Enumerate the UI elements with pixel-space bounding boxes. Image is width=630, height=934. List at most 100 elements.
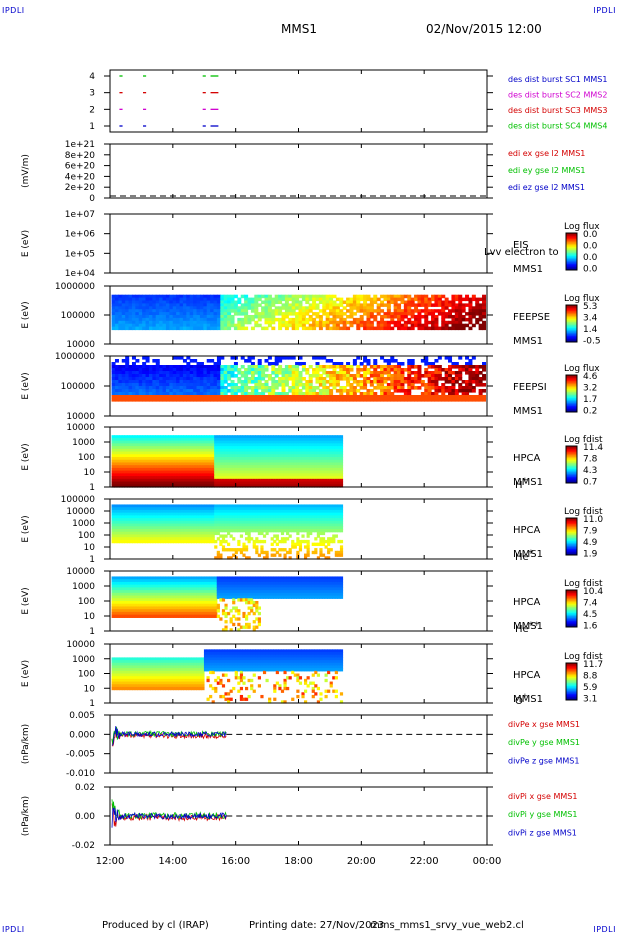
spectrogram-cell (134, 512, 138, 516)
spectrogram-cell (268, 529, 272, 533)
spectrogram-cell (216, 300, 221, 304)
spectrogram-cell (201, 446, 205, 450)
spectrogram-cell (339, 459, 344, 464)
spectrogram-cell (414, 371, 419, 375)
spectrogram-cell (414, 317, 419, 322)
spectrogram-cell (332, 478, 336, 483)
spectrogram-cell (150, 446, 154, 450)
spectrogram-cell (124, 507, 128, 511)
spectrogram-cell (373, 377, 378, 381)
spectrogram-cell (165, 457, 169, 461)
spectrogram-cell (321, 473, 326, 477)
spectrogram-cell (206, 443, 210, 447)
spectrogram-cell (219, 446, 223, 450)
spectrogram-cell (319, 484, 323, 488)
spectrogram-cell (220, 377, 225, 381)
spectrogram-cell (121, 359, 126, 363)
spectrogram-cell (199, 297, 204, 302)
spectrogram-cell (254, 300, 259, 304)
spectrogram-cell (242, 476, 246, 480)
spectrogram-cell (458, 315, 463, 319)
spectrogram-cell (135, 306, 140, 310)
spectrogram-cell (271, 392, 276, 396)
spectrogram-cell (386, 326, 391, 331)
spectrogram-cell (214, 470, 218, 474)
spectrogram-cell (162, 451, 167, 455)
spectrogram-cell (291, 481, 295, 485)
spectrogram-cell (278, 476, 282, 480)
spectrogram-cell (220, 380, 225, 384)
spectrogram-cell (144, 529, 149, 533)
spectrogram-cell (201, 465, 205, 469)
spectrogram-cell (356, 294, 361, 299)
spectrogram-cell (352, 362, 357, 366)
spectrogram-cell (275, 523, 279, 527)
spectrogram-cell (288, 309, 293, 313)
spectrogram-cell (185, 443, 190, 447)
spectrogram-cell (170, 443, 174, 447)
spectrogram-cell (454, 297, 459, 302)
spectrogram-cell (203, 481, 208, 485)
spectrogram-cell (216, 320, 221, 325)
spectrogram-cell (471, 377, 476, 381)
spectrogram-cell (468, 359, 473, 363)
spectrogram-cell (206, 531, 210, 536)
spectrogram-cell (170, 465, 174, 469)
spectrogram-cell (209, 537, 213, 541)
spectrogram-cell (352, 395, 357, 399)
spectrogram-cell (121, 526, 125, 530)
spectrogram-cell (237, 548, 241, 552)
spectrogram-cell (471, 294, 476, 299)
spectrogram-cell (278, 548, 282, 552)
spectrogram-cell (121, 315, 126, 319)
spectrogram-cell (132, 523, 136, 527)
spectrogram-cell (278, 377, 283, 381)
spectrogram-cell (283, 462, 287, 466)
spectrogram-cell (376, 297, 381, 302)
spectrogram-cell (356, 300, 361, 304)
spectrogram-cell (301, 326, 306, 331)
spectrogram-cell (410, 362, 415, 366)
spectrogram-cell (224, 539, 228, 544)
spectrogram-cell (237, 520, 241, 525)
spectrogram-cell (288, 386, 293, 390)
spectrogram-cell (219, 467, 223, 472)
spectrogram-cell (216, 504, 220, 508)
spectrogram-cell (155, 392, 160, 396)
spectrogram-cell (203, 320, 208, 325)
spectrogram-cell (232, 515, 236, 519)
spectrogram-cell (458, 323, 463, 328)
spectrogram-cell (142, 315, 147, 319)
spectrogram-cell (380, 356, 385, 360)
spectrogram-cell (201, 520, 205, 525)
spectrogram-cell (400, 294, 405, 299)
spectrogram-cell (114, 470, 118, 474)
spectrogram-cell (186, 356, 191, 360)
spectrogram-cell (183, 437, 187, 442)
spectrogram-cell (114, 484, 118, 488)
spectrogram-cell (247, 435, 251, 439)
spectrogram-cell (114, 537, 118, 541)
spectrogram-cell (191, 523, 195, 527)
spectrogram-cell (173, 443, 177, 447)
spectrogram-cell (126, 465, 131, 469)
spectrogram-cell (383, 398, 388, 402)
spectrogram-cell (124, 518, 128, 522)
spectrogram-cell (369, 309, 374, 313)
spectrogram-cell (144, 512, 149, 516)
spectrogram-cell (278, 300, 283, 304)
spectrogram-cell (329, 467, 333, 472)
spectrogram-cell (124, 465, 128, 469)
spectrogram-cell (121, 454, 125, 458)
spectrogram-cell (188, 443, 192, 447)
spectrogram-cell (298, 465, 303, 469)
spectrogram-cell (169, 377, 174, 381)
spectrogram-cell (250, 467, 254, 472)
spectrogram-cell (155, 478, 159, 483)
spectrogram-cell (346, 380, 351, 384)
spectrogram-cell (144, 537, 149, 541)
spectrogram-cell (170, 459, 174, 464)
spectrogram-cell (420, 374, 425, 378)
spectrogram-cell (229, 507, 233, 511)
spectrogram-cell (471, 306, 476, 310)
